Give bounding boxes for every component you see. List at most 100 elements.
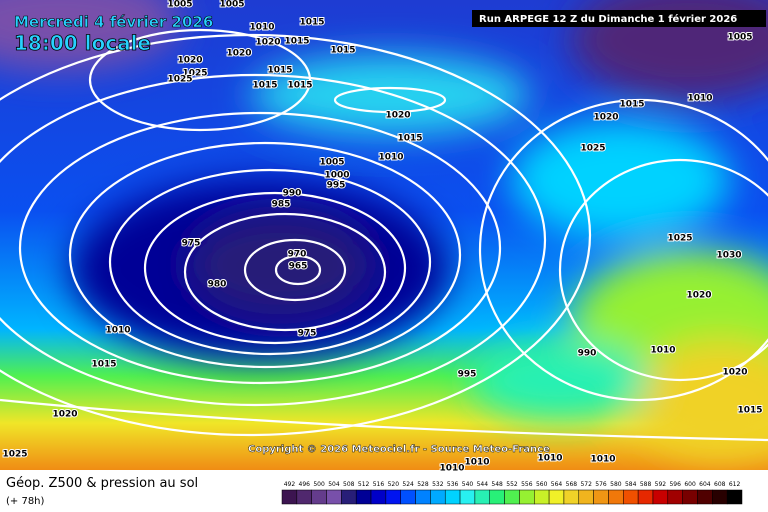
scale-swatch: [311, 489, 327, 505]
time: 18:00 locale: [14, 31, 151, 55]
isobar-label: 1005: [727, 33, 752, 43]
scale-swatch: [652, 489, 669, 505]
scale-label: 532: [432, 481, 444, 488]
scale-swatch: [489, 489, 505, 505]
isobar-label: 1015: [267, 66, 292, 76]
copyright: Copyright © 2026 Meteociel.fr - Source M…: [248, 444, 550, 455]
scale-swatch: [697, 489, 713, 505]
scale-label: 564: [551, 481, 563, 488]
scale-label: 540: [462, 481, 474, 488]
scale-label: 528: [417, 481, 429, 488]
isobar-label: 975: [298, 329, 317, 339]
scale-swatch: [296, 489, 312, 505]
isobar-label: 1010: [650, 346, 675, 356]
isobar-label: 1025: [580, 144, 605, 154]
scale-label: 524: [402, 481, 414, 488]
scale-swatch: [341, 489, 357, 505]
isobar-label: 1010: [590, 455, 615, 465]
isobar-label: 1025: [167, 75, 192, 85]
scale-swatch: [534, 489, 550, 505]
scale-label: 496: [299, 481, 311, 488]
scale-label: 608: [714, 481, 726, 488]
isobar-label: 1020: [722, 368, 747, 378]
scale-swatch: [355, 489, 372, 505]
run-box: [472, 10, 766, 27]
isobar-label: 1020: [385, 111, 410, 121]
isobar-label: 1020: [226, 49, 251, 59]
isobar-label: 1010: [105, 326, 130, 336]
scale-label: 584: [625, 481, 637, 488]
title: Mercredi 4 février 2026: [14, 13, 213, 31]
legend-lead: (+ 78h): [6, 496, 45, 507]
isobar-label: 990: [578, 349, 597, 359]
scale-swatch: [637, 489, 654, 505]
scale-label: 520: [388, 481, 400, 488]
run: Run ARPEGE 12 Z du Dimanche 1 février 20…: [479, 13, 737, 25]
scale-swatch: [326, 489, 342, 505]
isobar-label: 995: [458, 370, 477, 380]
scale-label: 612: [729, 481, 741, 488]
scale-label: 604: [699, 481, 711, 488]
scale-swatch: [623, 489, 639, 505]
isobar-label: 1015: [330, 46, 355, 56]
isobar-label: 1010: [378, 153, 403, 163]
isobar-label: 1010: [464, 458, 489, 468]
isobar-label: 1010: [439, 464, 464, 474]
scale-label: 548: [491, 481, 503, 488]
isobar-label: 1015: [299, 18, 324, 28]
isobar-label: 995: [327, 181, 346, 191]
isobar-label: 1005: [167, 0, 192, 10]
isobar-label: 985: [272, 200, 291, 210]
scale-swatch: [474, 489, 490, 505]
isobar-label: 1015: [91, 360, 116, 370]
isobar-label: 1010: [249, 23, 274, 33]
isobar-label: 1015: [619, 100, 644, 110]
isobar-label: 1010: [687, 94, 712, 104]
isobar-label: 1015: [737, 406, 762, 416]
isobar-label: 1030: [716, 251, 741, 261]
isobar-label: 1020: [593, 113, 618, 123]
isobar-label: 1025: [667, 234, 692, 244]
scale-swatch: [578, 489, 594, 505]
isobar-label: 1025: [182, 69, 207, 79]
isobar-label: 1005: [319, 158, 344, 168]
scale-swatch: [608, 489, 624, 505]
isobar-label: 970: [288, 250, 307, 260]
scale-swatch: [400, 489, 416, 505]
scale-label: 588: [640, 481, 652, 488]
isobar-label: 1005: [219, 0, 244, 10]
isobar-label: 1015: [397, 134, 422, 144]
scale-swatch: [712, 489, 728, 505]
isobar-label: 1025: [2, 450, 27, 460]
isobar-label: 1015: [252, 81, 277, 91]
color-scale: 492 496 500 504 508 512 516 520 524 528 532 536 540 5…: [281, 481, 743, 505]
scale-swatch: [385, 489, 401, 505]
isobar-label: 1000: [324, 171, 349, 181]
isobar-label: 1015: [287, 81, 312, 91]
scale-swatch: [726, 489, 743, 505]
isobar-lines: [0, 28, 768, 442]
isobar-label: 1015: [284, 37, 309, 47]
scale-swatch: [682, 489, 698, 505]
isobar-label: 965: [289, 262, 308, 272]
scale-swatch: [519, 489, 535, 505]
scale-label: 556: [521, 481, 533, 488]
isobar-label: 990: [283, 189, 302, 199]
scale-label: 536: [447, 481, 459, 488]
scale-label: 596: [669, 481, 681, 488]
scale-swatch: [370, 489, 387, 505]
scale-label: 492: [284, 481, 296, 488]
scale-label: 572: [580, 481, 592, 488]
scale-swatch: [415, 489, 431, 505]
scale-label: 568: [566, 481, 578, 488]
isobar-label: 1010: [537, 454, 562, 464]
scale-label: 516: [373, 481, 385, 488]
scale-label: 512: [358, 481, 370, 488]
scale-label: 504: [328, 481, 340, 488]
scale-swatch: [667, 489, 683, 505]
scale-swatch: [593, 489, 609, 505]
isobar-label: 975: [182, 239, 201, 249]
scale-label: 544: [477, 481, 489, 488]
scale-label: 508: [343, 481, 355, 488]
